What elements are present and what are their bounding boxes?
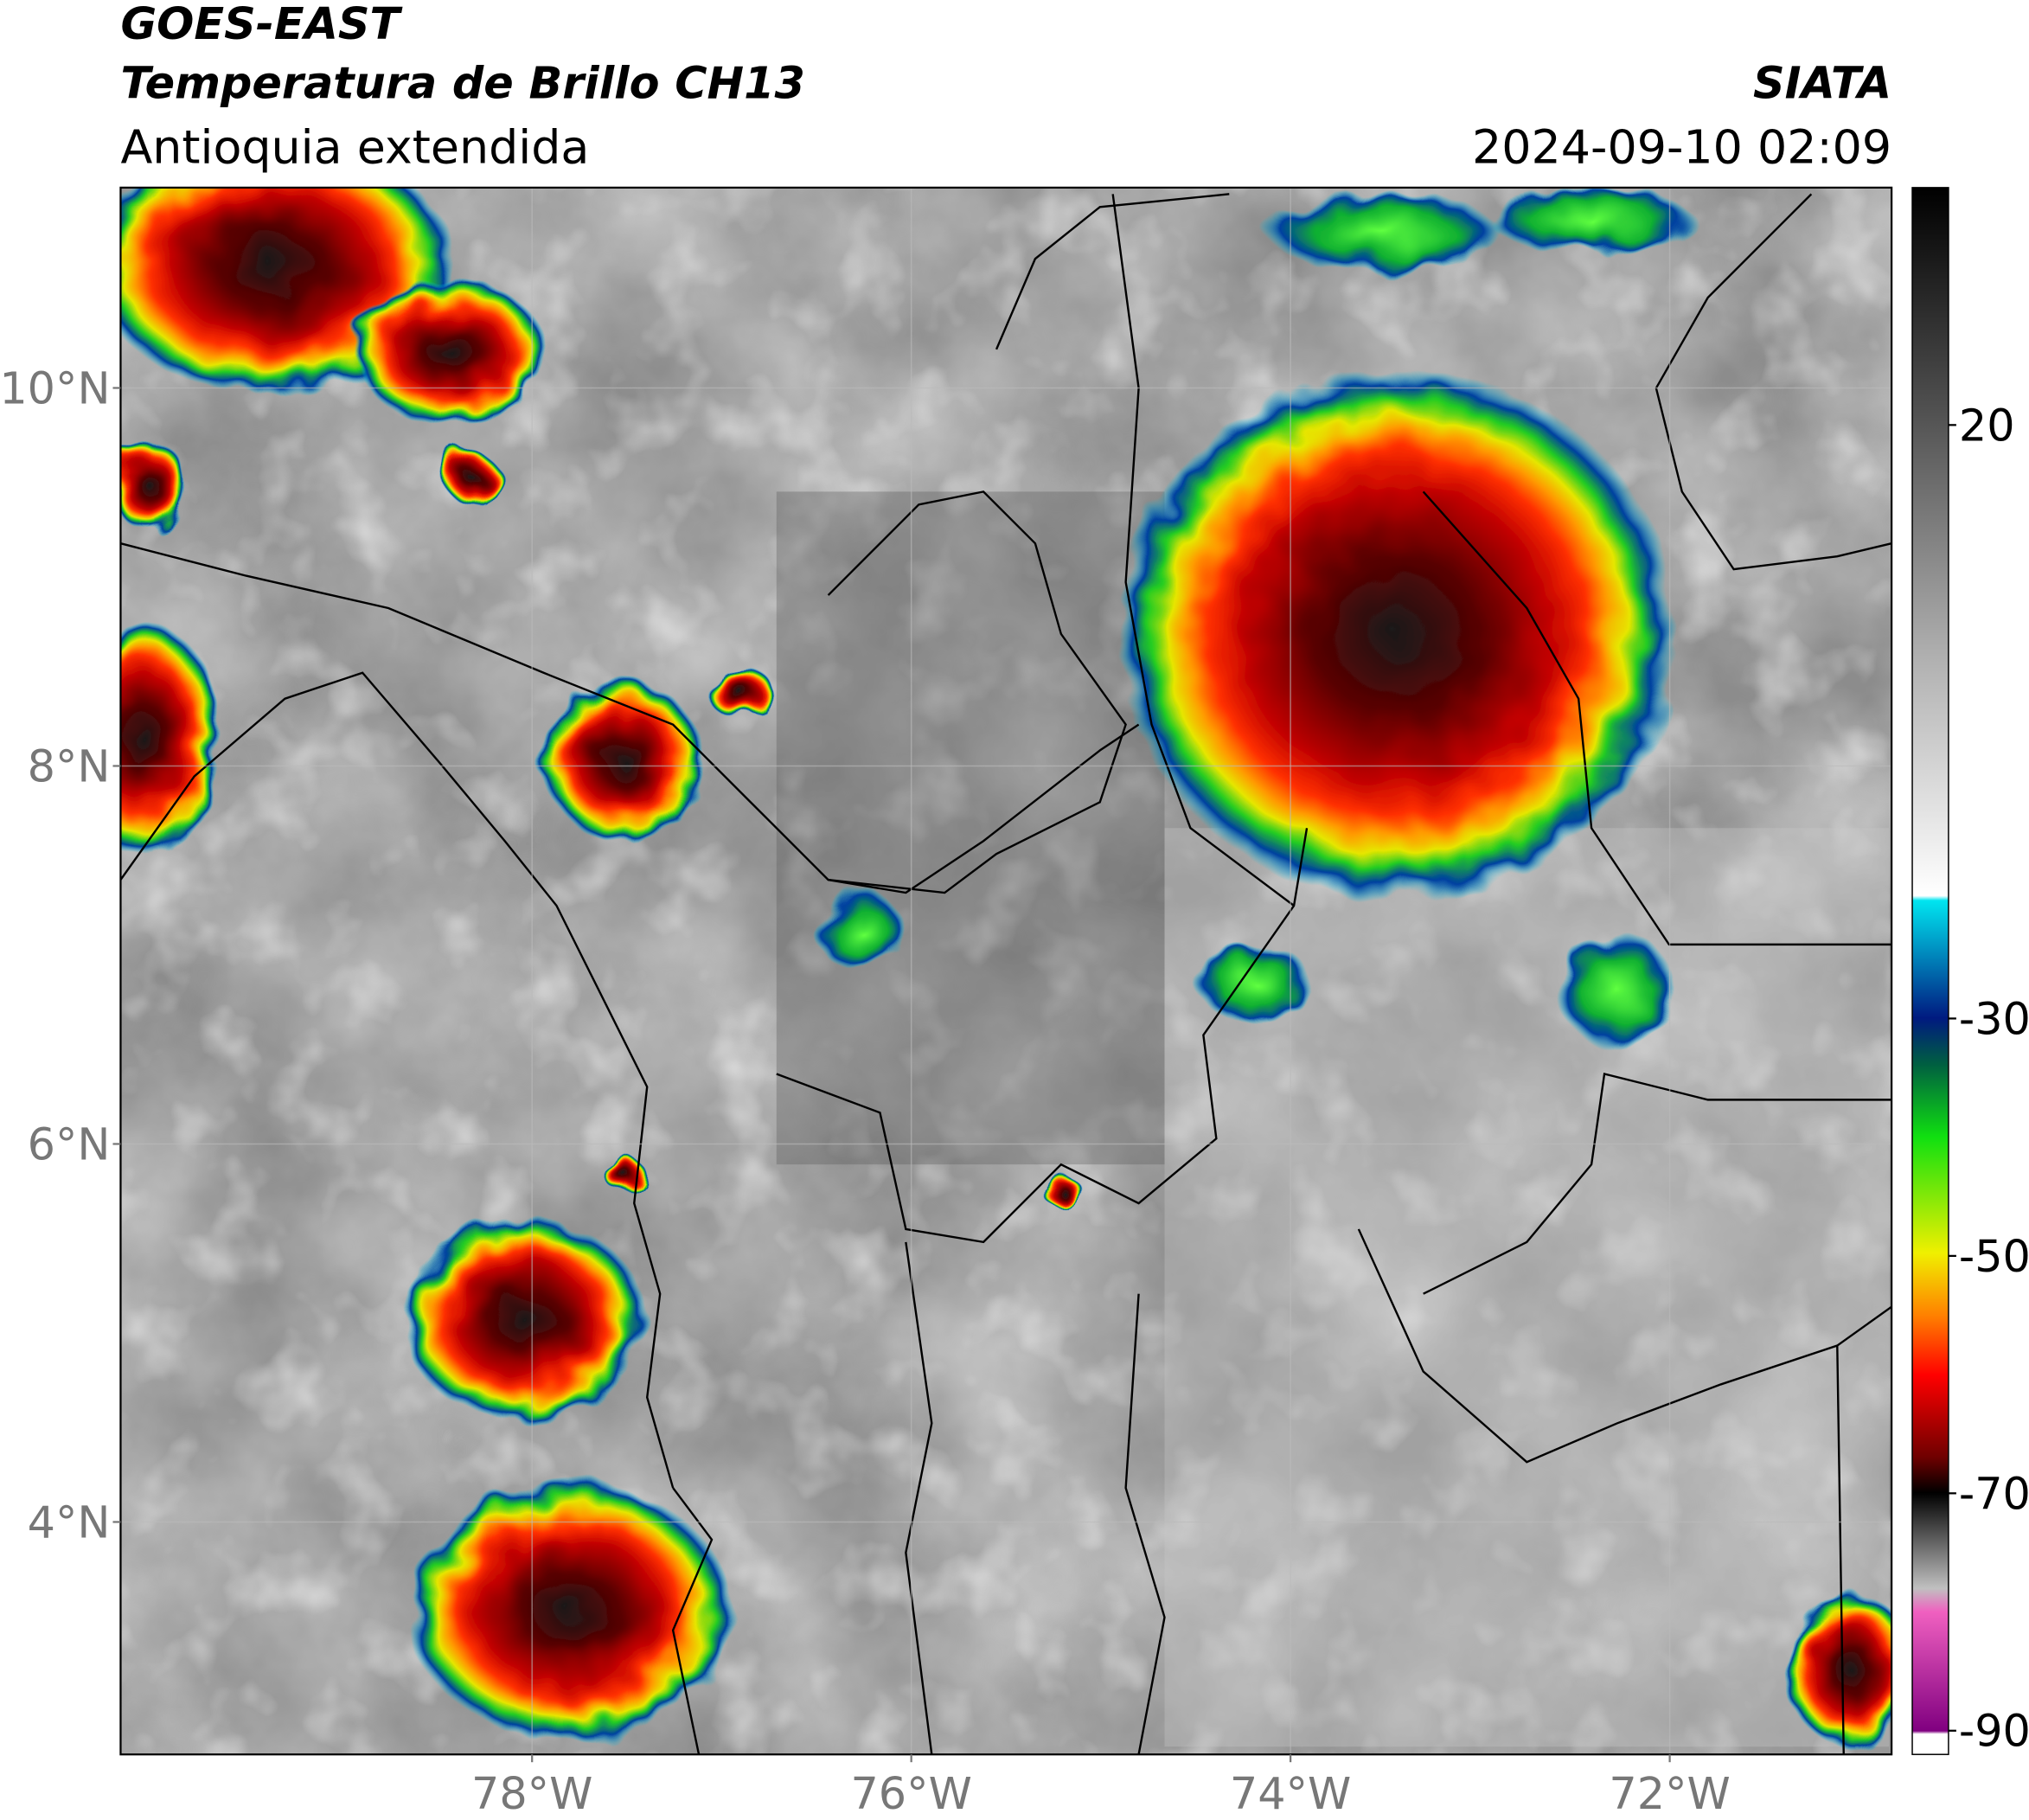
y-tick-label: 6°N bbox=[28, 1118, 111, 1170]
colorbar-tick-label: -50 bbox=[1959, 1231, 2029, 1282]
datetime: 2024-09-10 02:09 bbox=[1472, 119, 1891, 174]
colorbar-tick-label: 20 bbox=[1959, 400, 2015, 451]
colorbar-tick-label: -30 bbox=[1959, 993, 2029, 1044]
x-tick-label: 78°W bbox=[471, 1768, 592, 1817]
colorbar-tick-label: -70 bbox=[1959, 1468, 2029, 1519]
borders bbox=[120, 193, 1892, 1755]
region: Antioquia extendida bbox=[120, 119, 589, 174]
colorbar-tick-label: -90 bbox=[1959, 1706, 2029, 1757]
y-tick-label: 10°N bbox=[0, 362, 110, 413]
x-tick-label: 72°W bbox=[1609, 1768, 1730, 1817]
source: SIATA bbox=[1753, 58, 1891, 109]
colorbar bbox=[1911, 187, 1949, 1755]
y-tick-label: 8°N bbox=[28, 740, 111, 791]
y-tick-label: 4°N bbox=[28, 1496, 111, 1548]
x-tick-label: 76°W bbox=[850, 1768, 971, 1817]
x-tick-label: 74°W bbox=[1230, 1768, 1351, 1817]
subtitle: Temperatura de Brillo CH13 bbox=[120, 58, 804, 109]
map-image bbox=[120, 187, 1892, 1755]
title: GOES-EAST bbox=[120, 0, 403, 49]
map-frame bbox=[119, 186, 1893, 1756]
